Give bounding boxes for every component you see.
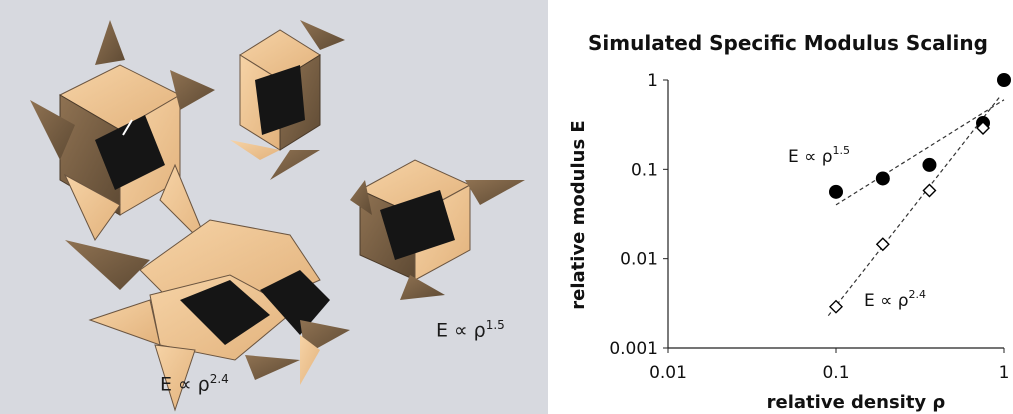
data-point-filled-circle bbox=[997, 73, 1011, 87]
data-point-filled-circle bbox=[875, 171, 890, 186]
origami-cell-bottom-large bbox=[65, 219, 350, 412]
y-tick-label: 1 bbox=[647, 71, 658, 91]
annotation-scaling-1-5: E ∝ ρ1.5 bbox=[788, 144, 850, 167]
chart-axes bbox=[663, 79, 1005, 353]
fit-line-series-1 bbox=[835, 99, 1005, 206]
data-point-filled-circle bbox=[922, 157, 937, 172]
annotation-scaling-1-5-render: E ∝ ρ1.5 bbox=[436, 318, 505, 342]
y-tick-label: 0.1 bbox=[631, 160, 658, 180]
annotation-scaling-2-4-render: E ∝ ρ2.4 bbox=[160, 372, 229, 396]
origami-cell-right bbox=[350, 159, 525, 300]
origami-render-image: E ∝ ρ1.5 E ∝ ρ2.4 bbox=[0, 0, 548, 414]
x-tick-label: 0.01 bbox=[649, 363, 687, 383]
y-tick-label: 0.001 bbox=[609, 339, 658, 359]
origami-cell-top-middle bbox=[230, 20, 345, 180]
data-point-filled-circle bbox=[829, 184, 843, 199]
fit-line-series-2 bbox=[827, 95, 1001, 317]
x-tick-label: 0.1 bbox=[822, 363, 849, 383]
modulus-scaling-chart: Simulated Specific Modulus Scaling 0.001… bbox=[568, 31, 1011, 413]
data-point-open-diamond bbox=[922, 183, 937, 198]
data-point-open-diamond bbox=[976, 121, 991, 136]
annotation-scaling-2-4: E ∝ ρ2.4 bbox=[864, 288, 926, 311]
data-point-open-diamond bbox=[875, 237, 890, 252]
origami-structures-illustration bbox=[30, 20, 525, 412]
chart-fit-lines bbox=[827, 95, 1005, 317]
y-tick-label: 0.01 bbox=[620, 250, 658, 270]
x-axis-label: relative density ρ bbox=[767, 392, 946, 413]
x-tick-label: 1 bbox=[999, 363, 1010, 383]
chart-title: Simulated Specific Modulus Scaling bbox=[588, 31, 988, 55]
chart-tick-labels: 0.001 0.01 0.1 1 0.01 0.1 1 bbox=[609, 71, 1009, 383]
data-point-open-diamond bbox=[829, 299, 843, 314]
origami-cell-top-left bbox=[30, 20, 215, 251]
chart-markers bbox=[829, 73, 1011, 314]
y-axis-label: relative modulus E bbox=[568, 120, 589, 309]
